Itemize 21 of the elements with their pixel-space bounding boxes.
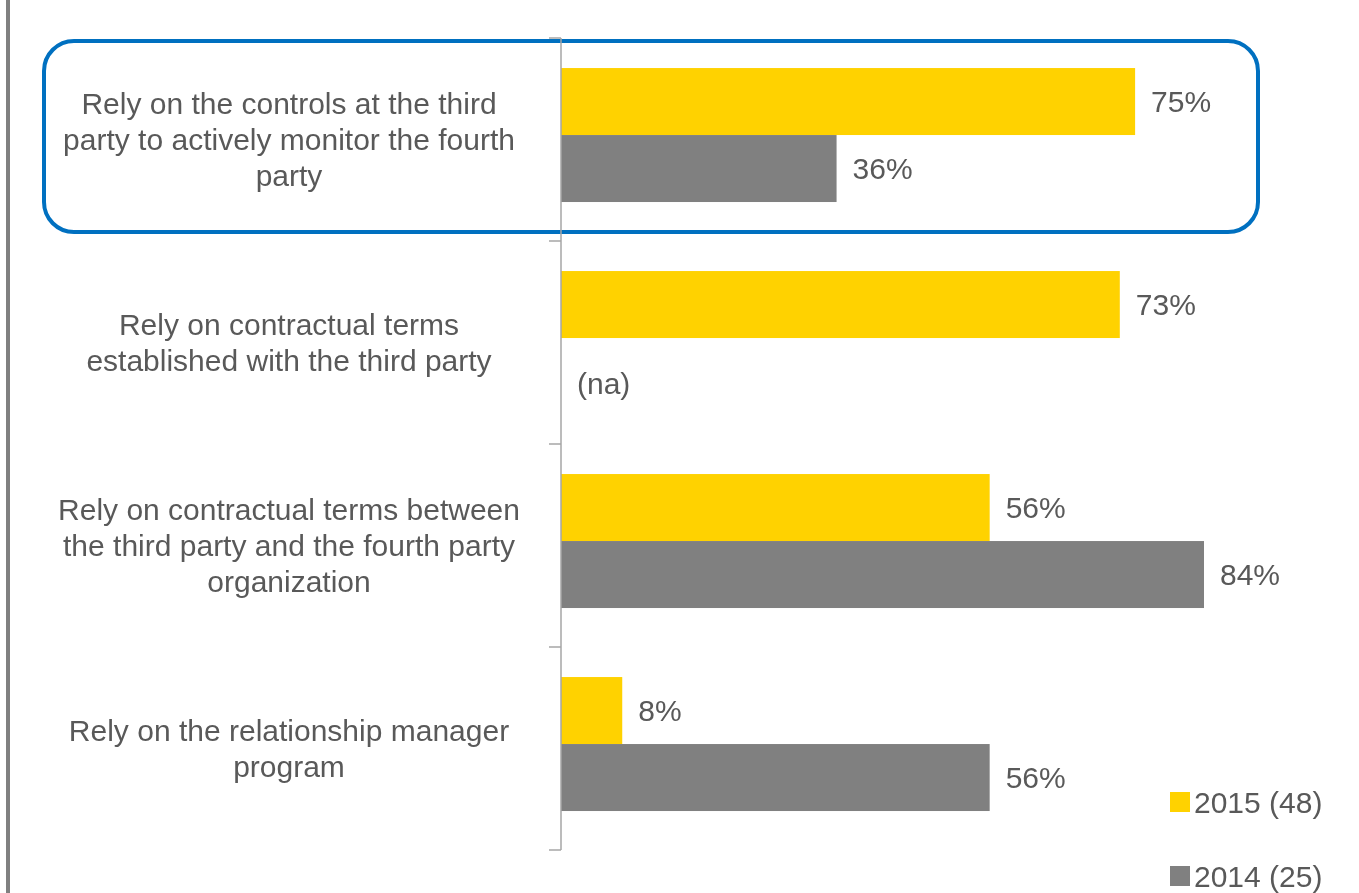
y-tick-label: Rely on contractual terms established with the third party xyxy=(86,308,492,377)
bar xyxy=(561,541,1204,609)
bar xyxy=(561,271,1120,339)
y-tick-label: Rely on contractual terms between the third party and the fourth party organization xyxy=(58,493,520,598)
data-label: 56% xyxy=(1005,491,1066,525)
data-label: 75% xyxy=(1151,85,1212,119)
data-label: 8% xyxy=(638,694,682,728)
legend-label: 2015 (48) xyxy=(1194,785,1323,819)
bar xyxy=(561,135,837,203)
legend-label: 2014 (25) xyxy=(1194,859,1323,893)
data-label: 56% xyxy=(1005,761,1066,795)
bar xyxy=(561,677,623,745)
bar xyxy=(561,744,990,812)
y-tick-label: Rely on the relationship manager program xyxy=(68,714,510,783)
data-label: 36% xyxy=(852,152,913,186)
y-tick-label: Rely on the controls at the third party to actively monitor the fourth party xyxy=(63,87,515,192)
data-label: 84% xyxy=(1220,558,1281,592)
text: (na) xyxy=(577,367,631,401)
bar xyxy=(561,474,990,542)
data-label: 73% xyxy=(1135,288,1196,322)
bar xyxy=(561,68,1136,136)
